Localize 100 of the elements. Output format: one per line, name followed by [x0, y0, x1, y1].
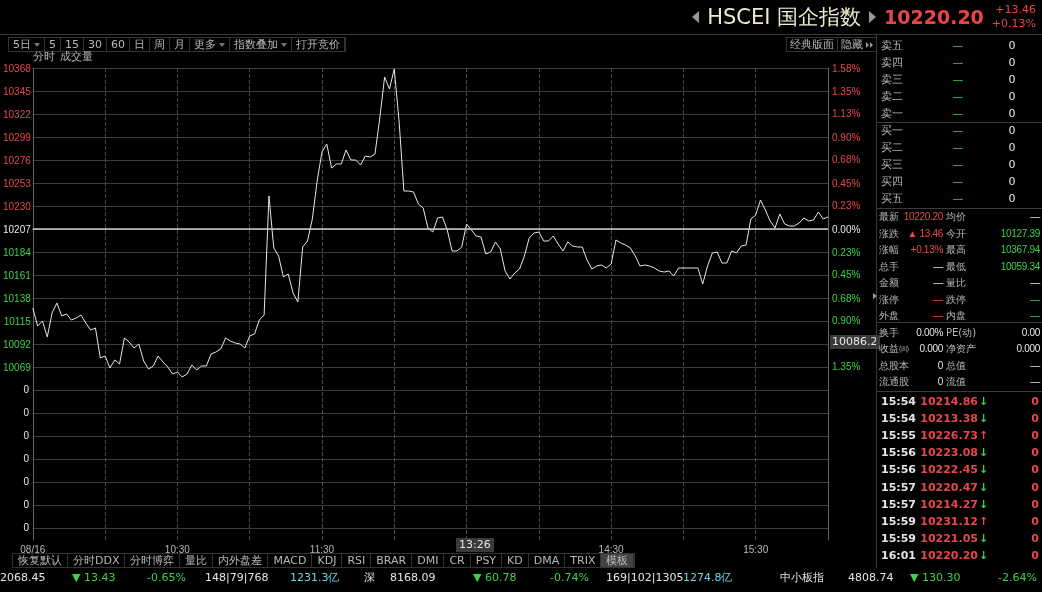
text: BRAR: [371, 554, 413, 567]
text: CR: [444, 554, 471, 567]
text: 0: [1007, 90, 1017, 104]
text: —: [951, 90, 965, 104]
text: 0: [1007, 73, 1017, 87]
text: 15:59: [881, 531, 917, 546]
x-tick-label: 14:30: [598, 543, 625, 555]
y-tick-label: 10115: [3, 315, 32, 327]
text: 0: [1007, 141, 1017, 155]
text: 深: [364, 571, 375, 585]
text: PE(动): [946, 325, 977, 340]
text: MACD: [268, 554, 313, 567]
text: 0: [937, 358, 943, 373]
text: 0: [23, 383, 29, 397]
text: —: [951, 107, 965, 121]
text: 0.00: [1021, 325, 1040, 340]
text: 买二: [881, 141, 903, 155]
text: RSI: [342, 554, 372, 567]
text: DMA: [528, 554, 566, 567]
text: —: [1030, 292, 1040, 307]
text: 流通股: [879, 375, 909, 389]
text: 15:57: [881, 497, 917, 512]
text: 今开: [946, 226, 966, 241]
text: 收益㈣: [879, 342, 909, 356]
y-tick-label: 10138: [3, 292, 32, 304]
text: ▲ 13.46: [907, 226, 943, 241]
text: 周: [154, 38, 165, 51]
text: KD: [502, 554, 529, 567]
text: 10220.20: [903, 210, 943, 224]
text: 148|79|768: [205, 571, 269, 585]
text: 10220.20: [884, 6, 984, 28]
y-tick-label: 10092: [3, 338, 32, 350]
text: 10226.73: [920, 429, 978, 444]
text: -0.65%: [147, 571, 186, 585]
text: 1231.3亿: [290, 571, 340, 585]
text: 0.00%: [916, 325, 943, 340]
text: 0: [1031, 497, 1039, 512]
text: 0: [1031, 480, 1039, 495]
text: 0: [23, 406, 29, 420]
text: 10223.08: [920, 446, 978, 461]
text: KDJ: [312, 554, 343, 567]
text: 跌停: [946, 292, 966, 307]
text: —: [1030, 375, 1040, 389]
y2-tick-label: 1.13%: [832, 108, 861, 120]
text: 涨跌: [879, 226, 899, 241]
text: 10086.2: [830, 335, 880, 349]
text: ↓: [979, 412, 989, 427]
text: 日: [134, 38, 145, 51]
text: 0: [23, 429, 29, 443]
text: 10127.39: [1000, 226, 1040, 241]
text: 卖二: [881, 90, 903, 104]
y2-tick-label: 0.45%: [832, 269, 861, 281]
text: 0: [1031, 548, 1039, 563]
text: 15:59: [881, 514, 917, 529]
y-tick-label: 10069: [3, 361, 32, 373]
text: 15:56: [881, 463, 917, 478]
text: 15:54: [881, 412, 917, 427]
text: 5日: [13, 38, 31, 51]
y2-tick-label: 0.90%: [832, 131, 861, 143]
text: 卖五: [881, 39, 903, 53]
text: 量比: [946, 276, 966, 290]
text: 10220.47: [920, 480, 978, 495]
text: 0: [1007, 39, 1017, 53]
text: 分时DDX: [68, 554, 126, 567]
text: —: [1030, 276, 1040, 290]
text: 买四: [881, 175, 903, 189]
text: 0: [1007, 192, 1017, 206]
text: TRIX: [565, 554, 602, 567]
text: 模板: [601, 554, 635, 567]
y-tick-label: 10253: [3, 177, 32, 189]
text: 流值: [946, 375, 966, 389]
text: 10221.05: [920, 531, 978, 546]
text: 0: [23, 521, 29, 535]
text: —: [951, 175, 965, 189]
text: 外盘: [879, 309, 899, 323]
text: 10214.27: [920, 497, 978, 512]
y2-tick-label: 1.35%: [832, 361, 861, 373]
text: 涨幅: [879, 243, 899, 257]
text: 净资产: [946, 342, 976, 356]
text: 最低: [946, 259, 966, 274]
text: 恢复默认: [13, 554, 68, 567]
text: ↓: [979, 395, 989, 409]
text: 换手: [879, 325, 899, 340]
text: 0.000: [919, 342, 943, 356]
y-tick-label: 10184: [3, 246, 32, 258]
text: ▼ 60.78: [473, 571, 517, 585]
text: PSY: [470, 554, 503, 567]
text: 0: [1007, 107, 1017, 121]
y2-tick-label: 0.23%: [832, 200, 861, 212]
text: 分时: [33, 50, 55, 64]
text: 量比: [180, 554, 214, 567]
text: ▼ 130.30: [910, 571, 961, 585]
text: —: [951, 141, 965, 155]
text: 60: [111, 38, 125, 51]
text: 0.000: [1016, 342, 1040, 356]
text: —: [1030, 309, 1040, 323]
y2-tick-label: 1.58%: [832, 62, 861, 74]
text: 打开竞价: [296, 38, 340, 51]
text: +13.46: [994, 3, 1036, 17]
text: 卖一: [881, 107, 903, 121]
